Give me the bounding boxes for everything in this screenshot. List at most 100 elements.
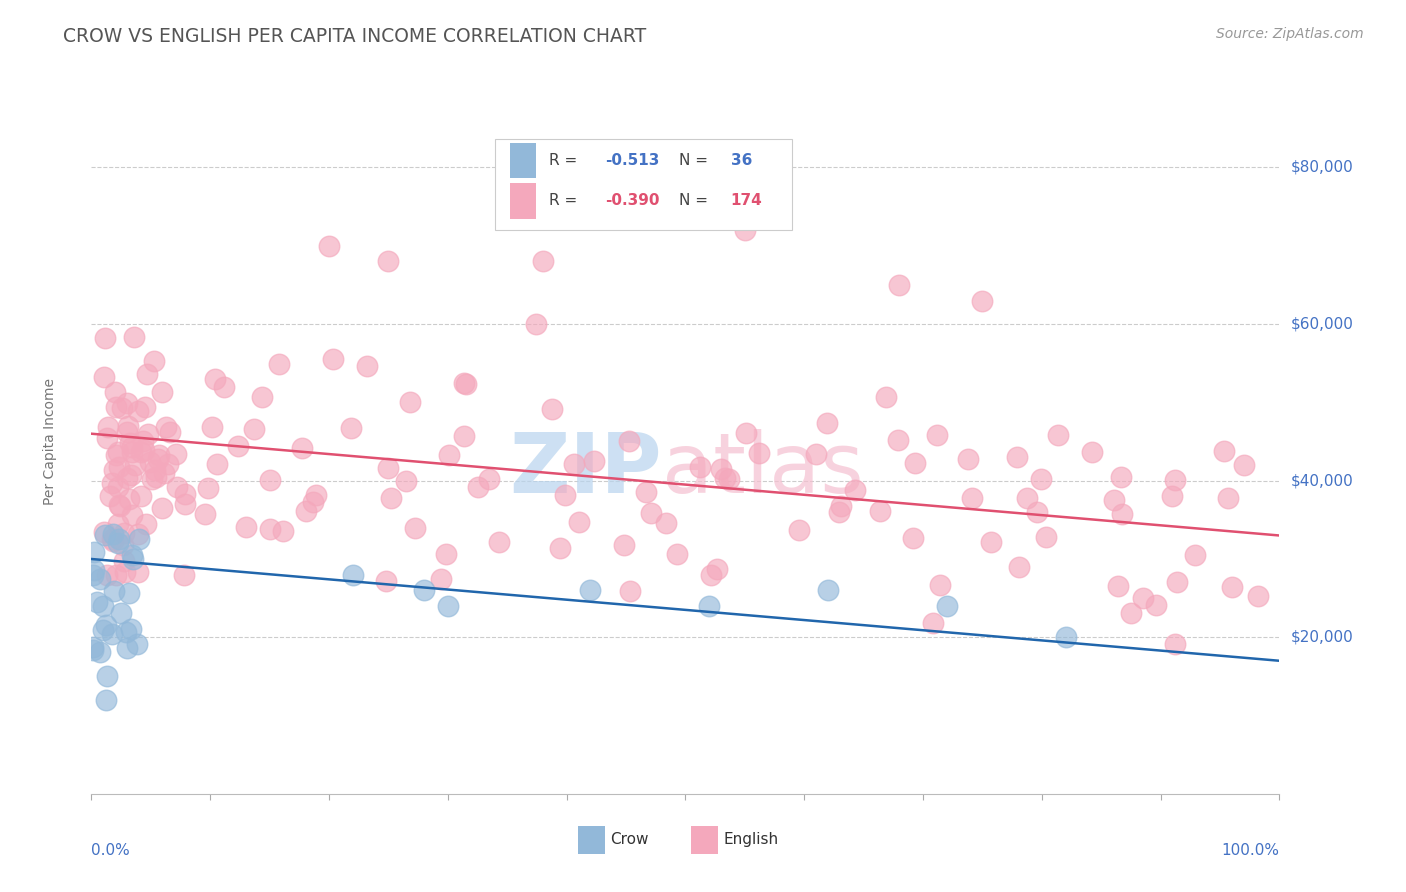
Point — [271, 524, 294, 539]
Point — [127, 404, 149, 418]
Point — [1026, 505, 1049, 519]
Text: $20,000: $20,000 — [1291, 630, 1354, 645]
Text: $40,000: $40,000 — [1291, 473, 1354, 488]
Point — [962, 491, 984, 506]
Point — [143, 463, 166, 477]
Point — [101, 532, 124, 546]
Text: N =: N = — [679, 194, 709, 209]
Point — [118, 586, 141, 600]
Point — [82, 640, 104, 654]
Point — [380, 491, 402, 505]
Text: $60,000: $60,000 — [1291, 317, 1354, 332]
Point — [434, 547, 457, 561]
Point — [921, 615, 943, 630]
Point — [83, 563, 105, 577]
Point — [1035, 529, 1057, 543]
FancyBboxPatch shape — [495, 138, 793, 230]
Point — [174, 487, 197, 501]
Point — [436, 599, 458, 613]
Point — [889, 277, 911, 292]
Point — [700, 568, 723, 582]
Point — [159, 425, 181, 440]
Point — [120, 622, 142, 636]
Point — [93, 331, 115, 345]
Point — [104, 400, 127, 414]
Point — [157, 458, 180, 472]
Text: R =: R = — [548, 194, 576, 209]
Point — [1046, 428, 1069, 442]
Point — [117, 395, 139, 409]
Point — [972, 293, 994, 308]
Point — [110, 607, 132, 621]
Point — [619, 584, 641, 599]
Point — [1132, 591, 1154, 605]
Bar — [578, 826, 605, 854]
Point — [107, 532, 129, 546]
Point — [117, 492, 139, 507]
Point — [112, 526, 135, 541]
Point — [83, 544, 105, 558]
Point — [340, 421, 363, 435]
Point — [96, 669, 118, 683]
Point — [787, 523, 810, 537]
Point — [204, 372, 226, 386]
Point — [111, 401, 134, 416]
Point — [901, 531, 924, 545]
Point — [356, 359, 378, 374]
Point — [127, 637, 149, 651]
Text: 100.0%: 100.0% — [1222, 843, 1279, 858]
Point — [828, 505, 851, 519]
Text: ZIP: ZIP — [509, 429, 662, 510]
Point — [108, 459, 131, 474]
Point — [259, 473, 281, 487]
Text: N =: N = — [679, 153, 709, 169]
Point — [1144, 599, 1167, 613]
Point — [105, 567, 128, 582]
Point — [124, 458, 146, 473]
Point — [437, 448, 460, 462]
Point — [197, 481, 219, 495]
Point — [1015, 491, 1038, 505]
Point — [665, 547, 688, 561]
Point — [115, 624, 138, 639]
Point — [89, 645, 111, 659]
Point — [259, 522, 281, 536]
Point — [467, 480, 489, 494]
Point — [928, 578, 950, 592]
Point — [689, 459, 711, 474]
Point — [1107, 579, 1129, 593]
Point — [655, 516, 678, 531]
Point — [734, 426, 756, 441]
Point — [122, 552, 145, 566]
Point — [1121, 607, 1143, 621]
Point — [93, 370, 115, 384]
Point — [1213, 443, 1236, 458]
Point — [1233, 458, 1256, 473]
Point — [267, 357, 290, 371]
Text: Crow: Crow — [610, 832, 650, 847]
Point — [717, 472, 740, 486]
Point — [1005, 450, 1028, 464]
Point — [875, 390, 897, 404]
Point — [377, 254, 399, 268]
Point — [96, 567, 118, 582]
Point — [152, 500, 174, 515]
Point — [548, 541, 571, 555]
Point — [173, 567, 195, 582]
Point — [488, 535, 510, 549]
Point — [127, 565, 149, 579]
Point — [526, 317, 548, 331]
Point — [1029, 472, 1052, 486]
Point — [143, 354, 166, 368]
Point — [96, 693, 118, 707]
Bar — [509, 143, 536, 178]
Point — [194, 507, 217, 521]
Text: R =: R = — [548, 153, 576, 169]
Point — [1081, 445, 1104, 459]
Point — [166, 480, 188, 494]
Point — [554, 488, 576, 502]
Point — [115, 471, 138, 485]
Point — [93, 524, 115, 539]
Point — [103, 533, 125, 548]
Point — [1184, 548, 1206, 562]
